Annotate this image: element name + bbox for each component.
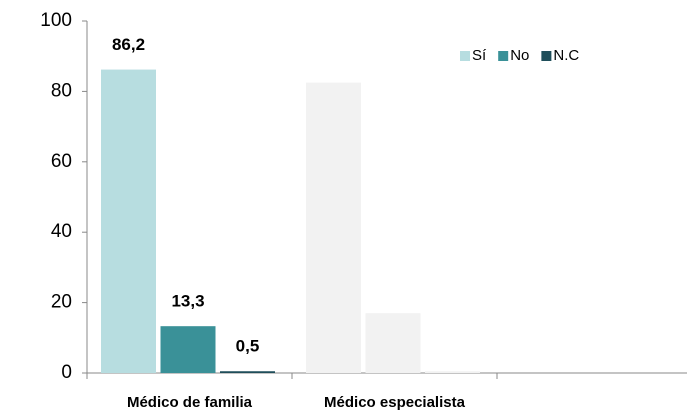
legend-swatch [498,51,509,61]
y-tick-label: 100 [40,10,72,31]
y-tick-label: 20 [51,292,72,313]
bar [365,313,421,373]
y-tick-label: 60 [51,151,72,172]
bar [306,82,361,373]
x-tick-label: Médico especialista [324,394,466,411]
bar [160,326,216,373]
value-label: 86,2 [112,35,145,54]
legend-swatch [541,51,552,61]
bar [101,69,156,374]
legend-swatch [460,51,470,61]
value-label: 13,3 [171,292,204,311]
x-tick-label: Médico de familia [127,394,253,411]
y-tick-label: 0 [61,362,72,383]
y-tick-label: 40 [51,221,72,242]
bar [425,371,480,373]
legend-label: No [510,47,529,64]
bar [220,371,275,373]
y-tick-label: 80 [51,80,72,101]
legend-label: Sí [472,47,487,64]
legend-label: N.C [553,47,579,64]
value-label: 0,5 [236,337,260,356]
